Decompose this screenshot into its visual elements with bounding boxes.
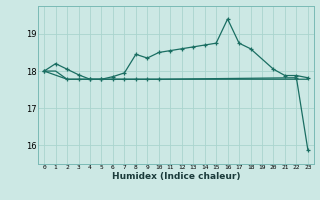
X-axis label: Humidex (Indice chaleur): Humidex (Indice chaleur): [112, 172, 240, 181]
